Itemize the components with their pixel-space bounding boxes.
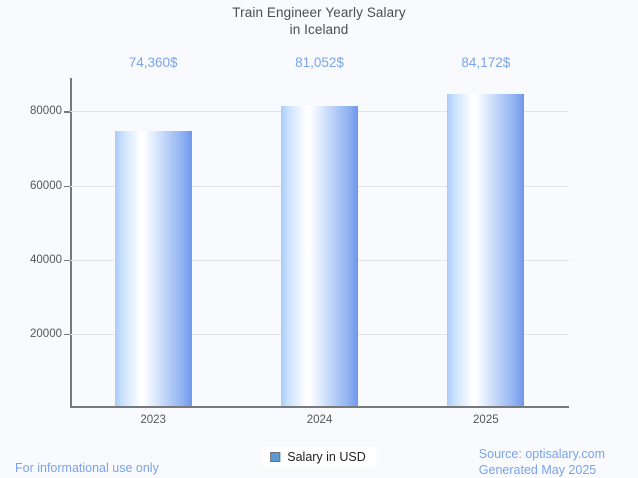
y-axis-tick-label: 80000 xyxy=(30,105,62,118)
footer-disclaimer: For informational use only xyxy=(15,461,159,475)
footer-generated-line: Generated May 2025 xyxy=(478,463,597,477)
bar-value-label: 84,172$ xyxy=(461,55,511,70)
bar-value-label: 74,360$ xyxy=(128,55,178,70)
chart-title-line1: Train Engineer Yearly Salary xyxy=(232,5,406,20)
y-axis-tick-label: 40000 xyxy=(30,253,62,266)
y-axis-tick xyxy=(64,185,70,188)
x-axis-category-label: 2025 xyxy=(473,414,499,426)
x-axis-line xyxy=(70,406,569,408)
y-axis-tick-label: 60000 xyxy=(30,179,62,192)
x-axis-category-label: 2024 xyxy=(306,414,333,426)
y-axis-line xyxy=(70,78,72,408)
legend-swatch-salary-in-usd xyxy=(270,452,281,462)
bar[interactable] xyxy=(447,94,525,407)
bar-value-label: 81,052$ xyxy=(295,55,344,70)
y-axis-tick xyxy=(64,111,70,113)
bar[interactable] xyxy=(114,130,192,407)
footer-source: Source: optisalary.com Generated May 202… xyxy=(479,446,605,478)
y-axis-tick xyxy=(64,259,70,262)
plot-area xyxy=(64,78,569,408)
legend-label-salary-in-usd: Salary in USD xyxy=(287,450,366,464)
x-axis-category-label: 2023 xyxy=(140,414,166,426)
bar[interactable] xyxy=(281,105,358,407)
y-axis-tick-label: 20000 xyxy=(30,327,62,340)
chart-legend: Salary in USD xyxy=(262,447,376,467)
chart-title: Train Engineer Yearly Salary in Iceland xyxy=(0,4,638,38)
chart-title-line2: in Iceland xyxy=(289,22,349,37)
footer-source-line: Source: optisalary.com xyxy=(478,447,605,461)
y-axis-tick xyxy=(64,333,70,336)
